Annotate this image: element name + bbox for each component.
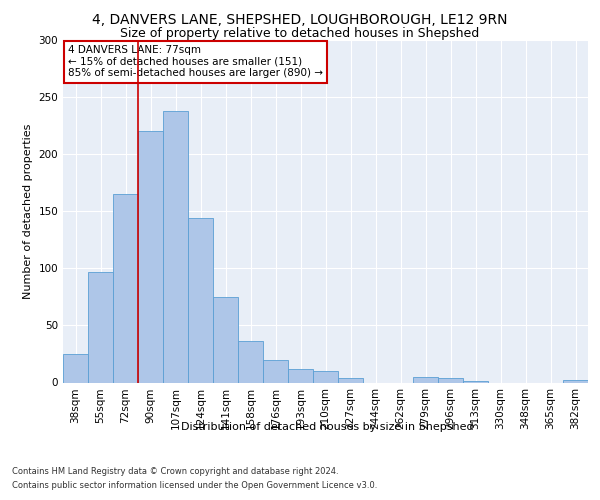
Text: Contains public sector information licensed under the Open Government Licence v3: Contains public sector information licen… — [12, 481, 377, 490]
Bar — [88, 272, 113, 382]
Bar — [288, 369, 313, 382]
Bar — [188, 218, 213, 382]
Bar — [338, 378, 363, 382]
Bar — [213, 297, 238, 382]
Bar — [563, 380, 588, 382]
Text: Size of property relative to detached houses in Shepshed: Size of property relative to detached ho… — [121, 28, 479, 40]
Bar — [138, 132, 163, 382]
Bar — [263, 360, 288, 382]
Bar — [63, 354, 88, 382]
Text: Distribution of detached houses by size in Shepshed: Distribution of detached houses by size … — [181, 422, 473, 432]
Bar — [438, 378, 463, 382]
Bar — [238, 342, 263, 382]
Text: 4, DANVERS LANE, SHEPSHED, LOUGHBOROUGH, LE12 9RN: 4, DANVERS LANE, SHEPSHED, LOUGHBOROUGH,… — [92, 12, 508, 26]
Y-axis label: Number of detached properties: Number of detached properties — [23, 124, 33, 299]
Bar — [413, 377, 438, 382]
Text: 4 DANVERS LANE: 77sqm
← 15% of detached houses are smaller (151)
85% of semi-det: 4 DANVERS LANE: 77sqm ← 15% of detached … — [68, 45, 323, 78]
Bar — [163, 111, 188, 382]
Bar — [113, 194, 138, 382]
Bar — [313, 371, 338, 382]
Text: Contains HM Land Registry data © Crown copyright and database right 2024.: Contains HM Land Registry data © Crown c… — [12, 468, 338, 476]
